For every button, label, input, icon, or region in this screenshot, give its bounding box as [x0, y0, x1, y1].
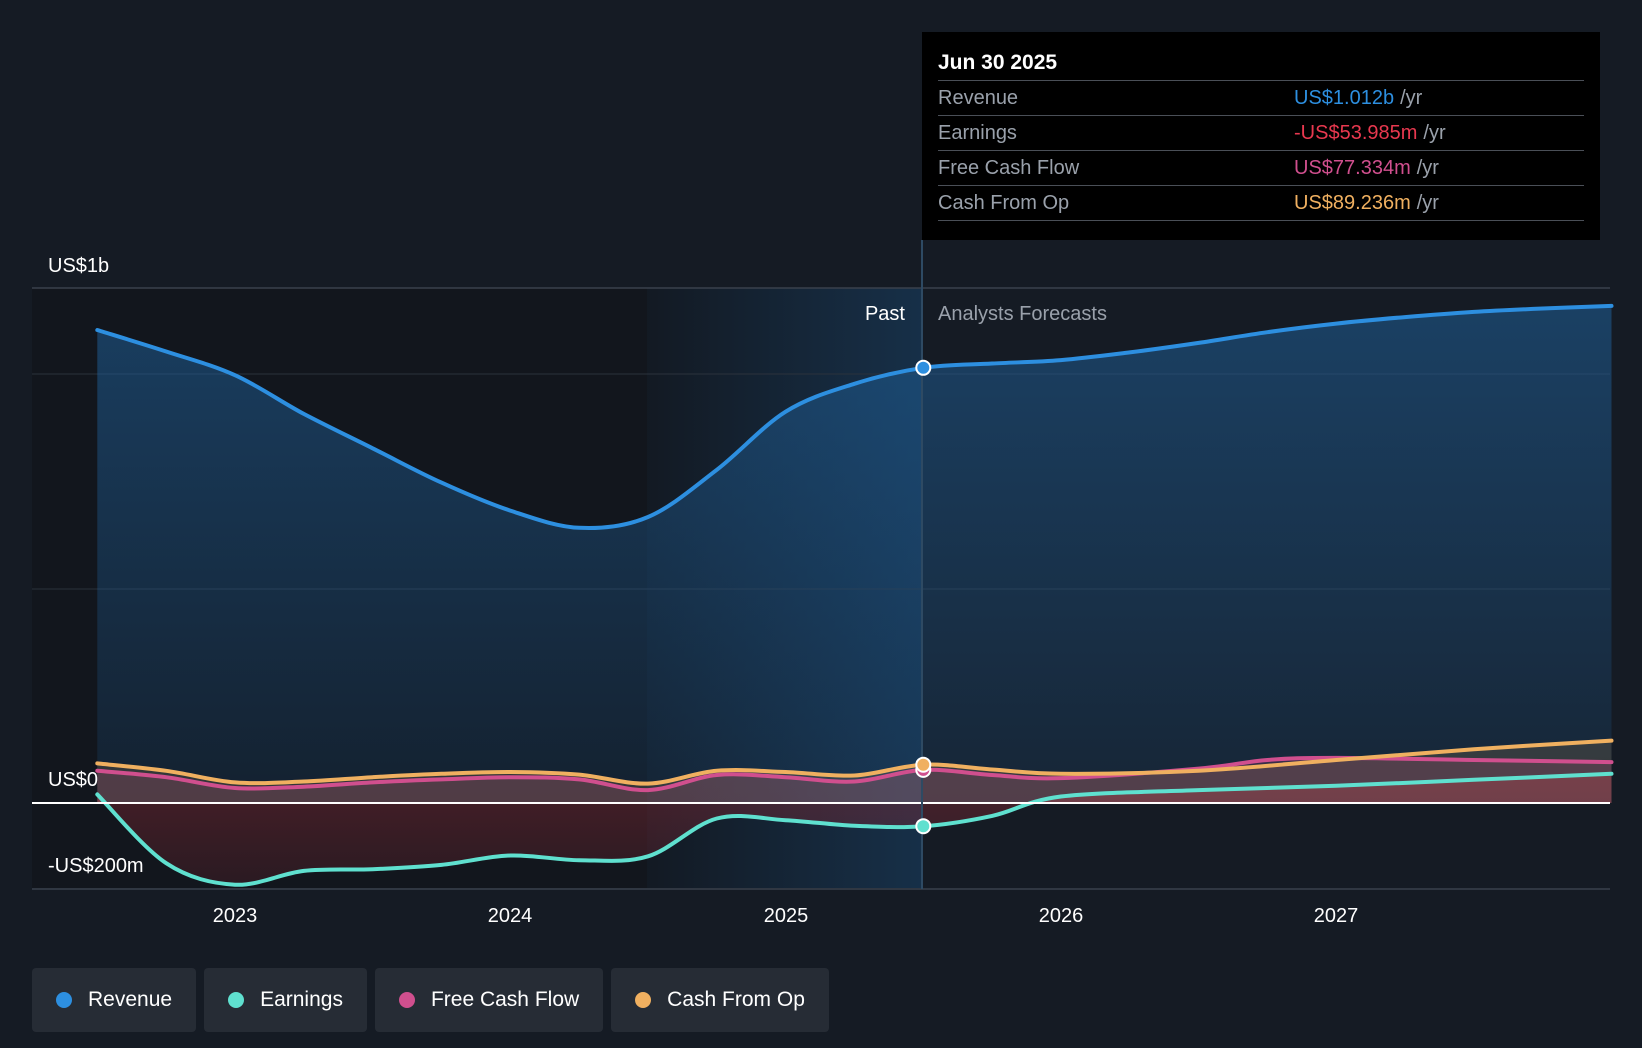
earnings-area [97, 773, 1612, 885]
tooltip-row-free-cash-flow: Free Cash Flow US$77.334m /yr [938, 151, 1584, 186]
legend-label: Revenue [88, 988, 173, 1011]
tooltip-label: Free Cash Flow [938, 157, 1080, 179]
legend-item-revenue[interactable]: Revenue [32, 968, 197, 1032]
x-tick-2027: 2027 [1314, 905, 1359, 927]
tooltip-value: US$77.334m [1294, 157, 1411, 179]
legend: Revenue Earnings Free Cash Flow Cash Fro… [32, 968, 829, 1032]
legend-dot-icon [228, 992, 245, 1008]
x-axis: 2023 2024 2025 2026 2027 [213, 905, 1359, 927]
series-lines [95, 303, 1614, 887]
tooltip-unit: /yr [1416, 192, 1439, 214]
tooltip-label: Revenue [938, 87, 1019, 109]
region-label-forecast: Analysts Forecasts [938, 303, 1107, 325]
legend-dot-icon [635, 992, 652, 1008]
tooltip-row-revenue: Revenue US$1.012b /yr [938, 81, 1584, 116]
revenue-marker [915, 359, 932, 376]
y-label-zero: US$0 [48, 769, 98, 791]
tooltip-value: US$89.236m [1294, 192, 1411, 214]
legend-dot-icon [56, 992, 72, 1008]
x-tick-2024: 2024 [488, 905, 533, 927]
earnings-marker [915, 818, 932, 835]
legend-item-cash-from-op[interactable]: Cash From Op [611, 968, 829, 1032]
tooltip-label: Cash From Op [938, 192, 1070, 214]
legend-label: Cash From Op [667, 988, 805, 1011]
y-label-bottom: -US$200m [48, 855, 144, 877]
tooltip-label: Earnings [938, 122, 1017, 144]
free-cash-flow-line [95, 755, 1614, 793]
tooltip-row-earnings: Earnings -US$53.985m /yr [938, 116, 1584, 151]
hover-markers [915, 359, 932, 835]
tooltip-date: Jun 30 2025 [938, 46, 1584, 81]
tooltip-unit: /yr [1416, 157, 1439, 179]
x-tick-2025: 2025 [764, 905, 809, 927]
tooltip-value: -US$53.985m [1294, 122, 1418, 144]
legend-label: Earnings [260, 988, 343, 1011]
x-tick-2026: 2026 [1039, 905, 1084, 927]
tooltip-unit: /yr [1423, 122, 1446, 144]
data-tooltip: Jun 30 2025 Revenue US$1.012b /yr Earnin… [922, 32, 1600, 240]
cash-from-op-line [95, 738, 1614, 786]
earnings-line [95, 771, 1614, 887]
tooltip-unit: /yr [1400, 87, 1423, 109]
region-label-past: Past [865, 303, 905, 325]
legend-label: Free Cash Flow [430, 988, 580, 1011]
x-tick-2023: 2023 [213, 905, 258, 927]
y-label-top: US$1b [48, 255, 109, 277]
tooltip-row-cash-from-op: Cash From Op US$89.236m /yr [938, 186, 1584, 221]
cash-from-op-marker [915, 756, 932, 773]
revenue-area [97, 305, 1612, 803]
revenue-line [95, 303, 1614, 531]
tooltip-value: US$1.012b [1294, 87, 1395, 109]
legend-dot-icon [398, 992, 415, 1008]
legend-item-free-cash-flow[interactable]: Free Cash Flow [374, 968, 604, 1032]
legend-item-earnings[interactable]: Earnings [204, 968, 367, 1032]
